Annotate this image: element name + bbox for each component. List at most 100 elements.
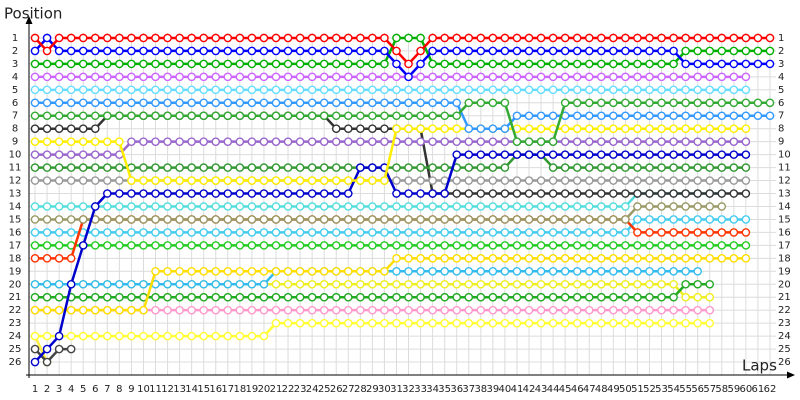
y-tick-label: 22 <box>9 305 22 316</box>
lap-marker <box>307 318 317 328</box>
lap-marker <box>380 292 389 302</box>
lap-marker <box>319 241 329 250</box>
lap-marker <box>416 163 425 172</box>
lap-marker <box>211 241 221 250</box>
lap-marker <box>90 279 100 289</box>
lap-marker <box>404 189 413 198</box>
lap-marker <box>645 202 654 211</box>
lap-marker <box>115 46 124 56</box>
lap-marker <box>259 331 269 341</box>
lap-marker <box>693 254 702 263</box>
lap-marker <box>524 241 534 250</box>
lap-marker <box>319 33 329 43</box>
lap-marker <box>428 318 437 328</box>
lap-marker <box>452 254 462 263</box>
lap-marker <box>380 215 389 224</box>
lap-marker <box>30 357 40 367</box>
lap-marker <box>476 228 486 237</box>
lap-marker <box>681 318 690 328</box>
lap-marker <box>331 215 341 224</box>
lap-marker <box>669 318 678 328</box>
lap-marker <box>392 85 401 95</box>
x-tick-label: 35 <box>438 384 451 395</box>
lap-marker <box>54 202 64 211</box>
lap-marker <box>560 292 570 302</box>
lap-marker <box>392 215 401 224</box>
lap-marker <box>163 72 172 82</box>
lap-marker <box>512 202 522 211</box>
lap-marker <box>42 46 52 56</box>
lap-marker <box>428 98 437 108</box>
lap-marker <box>319 215 329 224</box>
lap-marker <box>596 241 606 250</box>
lap-marker <box>512 137 522 146</box>
lap-marker <box>283 189 293 198</box>
lap-marker <box>223 33 233 43</box>
y-tick-label-right: 21 <box>778 292 791 303</box>
lap-marker <box>283 292 293 302</box>
lap-marker <box>488 137 498 146</box>
lap-marker <box>163 305 172 315</box>
lap-marker <box>416 59 425 69</box>
lap-marker <box>151 163 160 172</box>
lap-marker <box>223 72 233 82</box>
lap-marker <box>693 72 702 82</box>
lap-marker <box>705 124 715 134</box>
lap-marker <box>54 305 64 315</box>
lap-marker <box>343 292 353 302</box>
lap-marker <box>211 85 221 95</box>
lap-marker <box>307 241 317 250</box>
lap-marker <box>596 228 606 237</box>
lap-marker <box>78 98 88 108</box>
lap-marker <box>199 241 209 250</box>
lap-marker <box>584 137 594 146</box>
lap-marker <box>621 72 630 82</box>
lap-marker <box>163 163 172 172</box>
lap-marker <box>681 305 690 315</box>
lap-marker <box>669 202 678 211</box>
x-tick-label: 58 <box>715 384 728 395</box>
lap-marker <box>187 228 196 237</box>
lap-marker <box>78 59 88 69</box>
lap-marker <box>476 292 486 302</box>
lap-marker <box>645 279 654 289</box>
lap-marker <box>428 72 437 82</box>
lap-marker <box>259 202 269 211</box>
lap-marker <box>103 292 112 302</box>
lap-marker <box>524 305 534 315</box>
x-tick-label: 29 <box>366 384 379 395</box>
lap-marker <box>584 241 594 250</box>
lap-marker <box>331 98 341 108</box>
lap-marker <box>404 72 413 82</box>
lap-marker <box>741 176 751 185</box>
lap-marker <box>572 59 582 69</box>
lap-marker <box>621 215 630 224</box>
lap-marker <box>115 98 124 108</box>
lap-marker <box>560 59 570 69</box>
lap-marker <box>464 254 474 263</box>
lap-marker <box>657 150 666 159</box>
lap-marker <box>500 137 510 146</box>
lap-marker <box>380 59 389 69</box>
x-tick-label: 33 <box>414 384 427 395</box>
lap-marker <box>428 124 437 134</box>
y-tick-label-right: 17 <box>778 240 791 251</box>
lap-marker <box>729 72 739 82</box>
lap-marker <box>681 111 690 121</box>
lap-marker <box>584 72 594 82</box>
y-tick-label: 10 <box>9 150 22 161</box>
lap-marker <box>271 59 281 69</box>
lap-marker <box>572 241 582 250</box>
lap-marker <box>115 111 124 121</box>
lap-marker <box>211 176 221 185</box>
lap-marker <box>681 137 690 146</box>
lap-marker <box>247 202 257 211</box>
lap-marker <box>343 72 353 82</box>
lap-marker <box>548 46 558 56</box>
lap-marker <box>187 98 196 108</box>
lap-marker <box>584 176 594 185</box>
lap-marker <box>295 279 305 289</box>
lap-marker <box>54 215 64 224</box>
lap-marker <box>223 279 233 289</box>
x-axis-arrow <box>787 371 795 379</box>
